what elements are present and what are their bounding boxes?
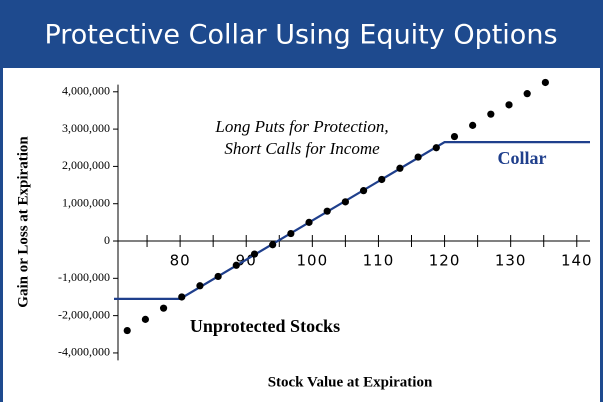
data-point	[250, 250, 259, 258]
y-tick-label: 3,000,000	[62, 121, 110, 135]
y-tick-label: -4,000,000	[58, 345, 110, 359]
x-tick-label: 130	[495, 252, 527, 270]
y-tick-label: 2,000,000	[62, 158, 110, 172]
data-point	[505, 101, 513, 109]
y-tick-label: 0	[104, 233, 110, 247]
data-point	[378, 175, 386, 184]
annotation: Unprotected Stocks	[190, 316, 340, 336]
data-point	[305, 218, 313, 226]
data-point	[196, 282, 204, 290]
y-axis-label: Gain or Loss at Expiration	[15, 136, 31, 308]
data-point	[123, 326, 131, 335]
data-point	[287, 229, 295, 238]
data-point	[141, 315, 150, 323]
y-tick-label: -1,000,000	[58, 270, 110, 284]
data-point	[414, 153, 422, 161]
x-tick-label: 110	[363, 252, 395, 270]
data-point	[359, 187, 368, 195]
data-point	[450, 132, 459, 141]
data-point	[341, 198, 349, 206]
collar-line	[114, 141, 590, 300]
right-border	[600, 68, 603, 402]
y-tick-label: 4,000,000	[62, 84, 110, 98]
x-tick-label: 120	[429, 252, 461, 270]
data-point	[469, 121, 477, 129]
x-tick-label: 140	[561, 252, 593, 270]
annotation: Short Calls for Income	[224, 139, 380, 158]
x-tick-label: 100	[297, 252, 329, 270]
data-point	[523, 90, 531, 98]
data-point	[487, 110, 495, 118]
data-point	[541, 78, 549, 87]
chart-title: Protective Collar Using Equity Options	[44, 20, 557, 51]
data-point	[432, 144, 440, 152]
left-border	[0, 68, 3, 402]
data-point	[269, 241, 277, 249]
data-point	[232, 261, 240, 269]
data-point	[323, 207, 331, 215]
x-tick-label: 80	[170, 252, 191, 270]
data-point	[214, 272, 222, 281]
annotation: Long Puts for Protection,	[214, 117, 388, 136]
annotation: Collar	[498, 148, 547, 168]
x-axis-label: Stock Value at Expiration	[268, 374, 433, 390]
data-point	[178, 293, 186, 301]
y-tick-label: -2,000,000	[58, 307, 110, 321]
header-band	[0, 0, 603, 68]
data-point	[159, 304, 168, 312]
y-tick-label: 1,000,000	[62, 195, 110, 209]
data-point	[396, 164, 404, 172]
